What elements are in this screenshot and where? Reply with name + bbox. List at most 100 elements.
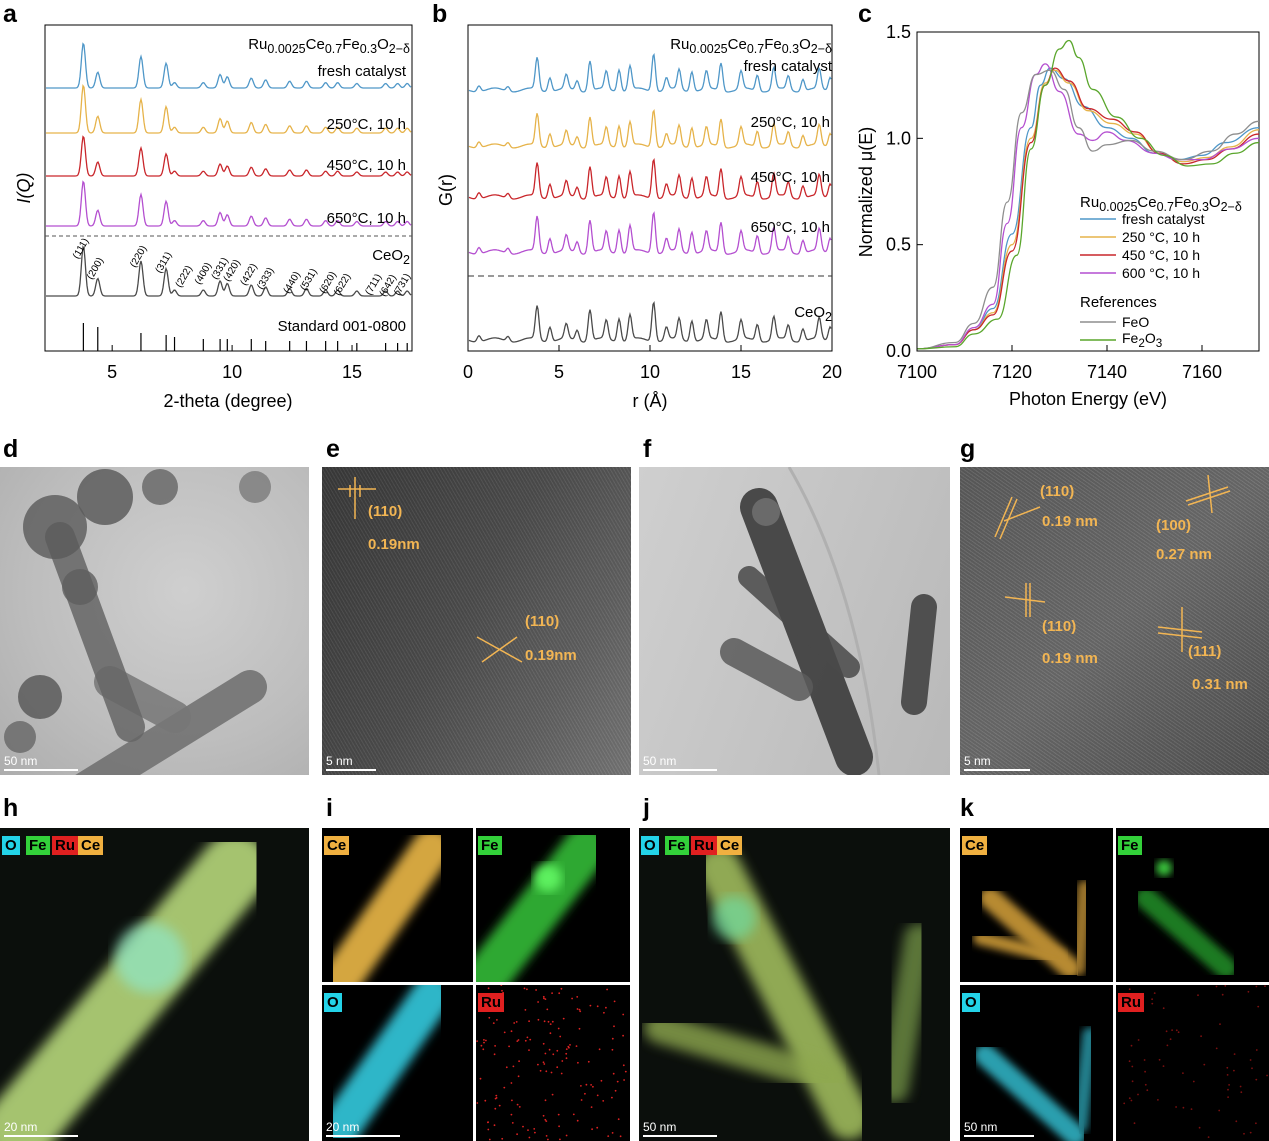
chart-b-curve-3 — [468, 158, 832, 200]
tem-d-scale-label: 50 nm — [4, 754, 38, 768]
eds-i-tag-fe: Fe — [478, 836, 502, 855]
tem-image-f: 50 nm — [639, 467, 950, 775]
chart-b-curve-1 — [468, 52, 832, 93]
chart-a-frame — [44, 24, 413, 352]
chart-b-series-label-1: fresh catalyst — [743, 58, 832, 75]
tem-e-annotation-1-hkl: (110) — [368, 503, 403, 520]
eds-i-ru-dots — [476, 985, 627, 1141]
chart-a-xtick-label-0: 5 — [107, 362, 117, 382]
tem-image-g: (110) 0.19 nm (100) 0.27 nm (110) 0.19 n… — [960, 467, 1269, 775]
eds-k-tag-o: O — [962, 993, 980, 1012]
eds-j-rods — [644, 846, 934, 1140]
chart-a-hkl-3: (311) — [154, 250, 175, 275]
eds-k-tag-ru: Ru — [1118, 993, 1144, 1012]
chart-c-xtick-label-1: 7120 — [992, 362, 1032, 382]
chart-a-hkl-4: (222) — [174, 264, 195, 290]
tem-image-d: 50 nm — [0, 467, 309, 775]
chart-b-xtick-label-0: 0 — [463, 362, 473, 382]
chart-a-series-label-4: 650°C, 10 h — [327, 210, 406, 227]
chart-c-curve-6 — [916, 39, 1260, 350]
eds-map-h: O Fe Ru Ce 20 nm — [0, 828, 309, 1141]
chart-c-ytick-label-0: 0.0 — [886, 341, 911, 361]
panel-label-f: f — [643, 435, 652, 463]
tem-g-annotation-4-hkl: (111) — [1188, 643, 1222, 660]
tem-d-scalebar: 50 nm — [4, 754, 78, 771]
chart-c-legend-item-1: fresh catalyst — [1122, 211, 1205, 227]
chart-a-curves — [46, 42, 412, 297]
chart-c-ytick-label-1: 0.5 — [886, 235, 911, 255]
tem-e-annotation-2-d: 0.19nm — [525, 647, 577, 664]
panel-label-a: a — [3, 0, 17, 28]
chart-b-curve-2 — [468, 108, 832, 149]
chart-a-x-ticks: 5 10 15 — [107, 345, 362, 382]
eds-map-j: O Fe Ru Ce 50 nm — [639, 828, 950, 1141]
chart-a-curve-5 — [46, 245, 412, 297]
tem-e-scalebar: 5 nm — [326, 754, 376, 771]
eds-k-fe-map: Fe — [1116, 828, 1269, 982]
eds-i-tag-ru: Ru — [478, 993, 504, 1012]
tem-g-annotation-3-hkl: (110) — [1042, 618, 1077, 635]
eds-k-tag-fe: Fe — [1118, 836, 1142, 855]
tem-f-particles — [720, 467, 937, 775]
chart-a-curve-2 — [46, 84, 412, 134]
eds-k-scalebar: 50 nm — [964, 1120, 1034, 1137]
chart-a-curve-1 — [46, 42, 412, 89]
eds-h-scalebar: 20 nm — [4, 1120, 78, 1137]
eds-h-tag-ce: Ce — [78, 836, 104, 855]
eds-h-rod — [0, 833, 270, 1141]
tem-e-lattice — [322, 467, 631, 775]
eds-i-ru-map: Ru — [476, 985, 630, 1141]
chart-a-hkl-1: (200) — [85, 256, 106, 282]
chart-c-legend-item-fe2o3: Fe2O3 — [1122, 330, 1163, 350]
chart-b-formula: Ru0.0025Ce0.7Fe0.3O2−δ — [670, 36, 832, 56]
eds-j-scale-label: 50 nm — [643, 1120, 677, 1134]
chart-c-legend-title: Ru0.0025Ce0.7Fe0.3O2−δ — [1080, 194, 1242, 214]
chart-b-xtick-label-3: 15 — [731, 362, 751, 382]
tem-g-annotation-1-hkl: (110) — [1040, 483, 1075, 500]
chart-c-xlabel: Photon Energy (eV) — [1009, 389, 1167, 409]
panel-label-e: e — [326, 435, 340, 463]
chart-a-xlabel: 2-theta (degree) — [163, 391, 292, 411]
eds-i-fe-map: Fe — [476, 828, 630, 982]
chart-c-legend-item-4: 600 °C, 10 h — [1122, 265, 1200, 281]
panel-label-d: d — [3, 435, 19, 463]
chart-b-xtick-label-1: 5 — [554, 362, 564, 382]
chart-c-curve-5 — [916, 69, 1260, 350]
chart-a-curve-4 — [46, 180, 412, 227]
chart-b-xtick-label-2: 10 — [640, 362, 660, 382]
chart-a-hkl-9: (333) — [255, 266, 276, 292]
chart-c-xtick-label-0: 7100 — [897, 362, 937, 382]
chart-a-series-label-2: 250°C, 10 h — [327, 116, 406, 133]
chart-a-formula: Ru0.0025Ce0.7Fe0.3O2−δ — [248, 36, 410, 56]
tem-f-scale-label: 50 nm — [643, 754, 677, 768]
chart-a-hkl-11: (531) — [298, 267, 319, 293]
chart-b-series-label-3: 450°C, 10 h — [751, 169, 830, 186]
eds-h-tag-fe: Fe — [26, 836, 50, 855]
tem-g-annotation-2-d: 0.27 nm — [1156, 546, 1212, 563]
eds-i-ce-map: Ce — [322, 828, 473, 982]
chart-c-curve-2 — [916, 69, 1260, 350]
tem-g-annotation-4-d: 0.31 nm — [1192, 676, 1248, 693]
chart-c-ytick-label-2: 1.0 — [886, 128, 911, 148]
chart-c-curve-3 — [916, 67, 1260, 350]
chart-c-ticks: 7100 7120 7140 7160 0.0 0.5 1.0 1.5 — [886, 22, 1222, 382]
tem-f-scalebar: 50 nm — [643, 754, 717, 771]
chart-c-legend-refs-title: References — [1080, 294, 1157, 311]
panel-label-j: j — [643, 794, 650, 822]
eds-k-ru-map: Ru — [1116, 985, 1269, 1141]
panel-label-h: h — [3, 794, 19, 822]
chart-c-legend: fresh catalyst 250 °C, 10 h 450 °C, 10 h 60… — [1080, 211, 1205, 341]
panel-label-b: b — [432, 0, 448, 28]
chart-b-xtick-label-4: 20 — [822, 362, 842, 382]
chart-a-xtick-label-2: 15 — [342, 362, 362, 382]
chart-a-standard-label: Standard 001-0800 — [278, 318, 406, 335]
eds-j-tag-ce: Ce — [717, 836, 743, 855]
eds-i-tag-ce: Ce — [324, 836, 350, 855]
eds-j-tag-fe: Fe — [665, 836, 689, 855]
tem-g-scalebar: 5 nm — [964, 754, 1030, 771]
tem-e-annotation-1-d: 0.19nm — [368, 536, 420, 553]
tem-e-markers — [338, 477, 523, 663]
eds-h-scale-label: 20 nm — [4, 1120, 38, 1134]
chart-a-hkl-0: (111) — [71, 237, 91, 261]
eds-i-o-map: O 20 nm — [322, 985, 473, 1141]
